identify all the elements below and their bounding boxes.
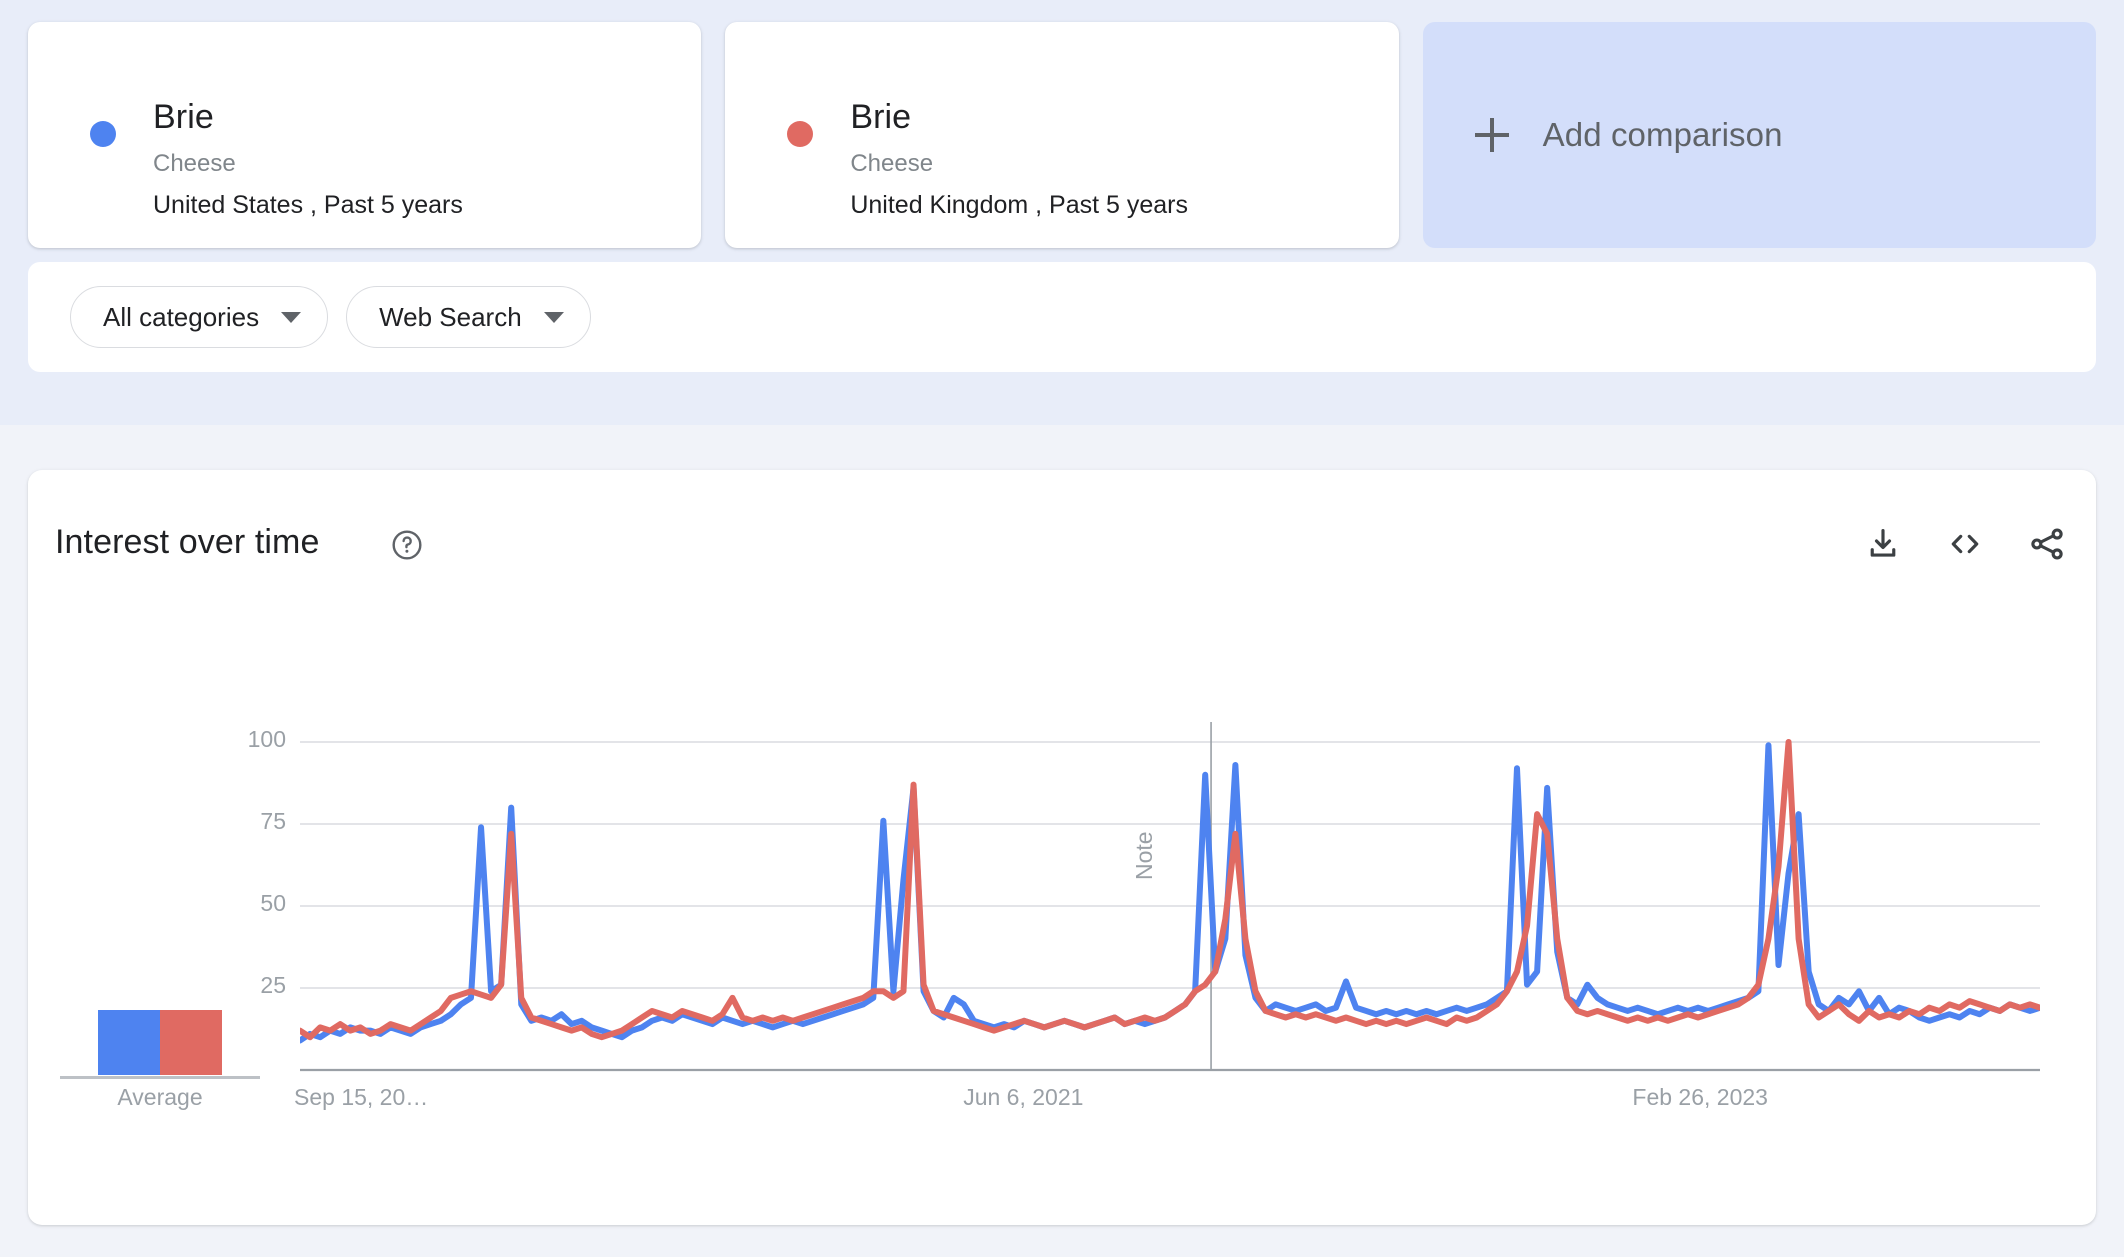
average-bars xyxy=(60,980,260,1079)
plus-icon xyxy=(1474,118,1509,152)
download-icon[interactable] xyxy=(1864,525,1902,563)
comparison-category: Cheese xyxy=(850,150,934,177)
chevron-down-icon xyxy=(281,311,302,323)
comparison-term: Brie xyxy=(153,98,214,136)
comparison-cards-row: Brie Cheese United States , Past 5 years… xyxy=(28,22,2096,248)
comparison-card-0[interactable]: Brie Cheese United States , Past 5 years xyxy=(28,22,702,248)
note-annotation-label: Note xyxy=(1131,831,1157,880)
average-block: Average xyxy=(60,980,260,1110)
x-axis-tick-2: Feb 26, 2023 xyxy=(1632,1084,1768,1110)
search-type-filter-dropdown[interactable]: Web Search xyxy=(346,286,591,348)
average-baseline xyxy=(60,1076,260,1079)
average-label: Average xyxy=(117,1084,203,1110)
x-axis-tick-1: Jun 6, 2021 xyxy=(963,1084,1084,1110)
comparison-category: Cheese xyxy=(153,150,236,177)
add-comparison-label: Add comparison xyxy=(1542,116,1783,153)
comparison-card-1[interactable]: Brie Cheese United Kingdom , Past 5 year… xyxy=(725,22,1399,248)
x-axis-tick-0: Sep 15, 20… xyxy=(294,1084,429,1110)
share-icon[interactable] xyxy=(2028,525,2066,563)
embed-code-icon[interactable] xyxy=(1946,525,1984,563)
y-axis-tick-100: 100 xyxy=(247,726,286,752)
average-bar-blue xyxy=(98,1010,160,1075)
y-axis-tick-50: 50 xyxy=(260,890,286,916)
chart-toolbar xyxy=(1864,525,2066,563)
y-axis-tick-75: 75 xyxy=(260,808,286,834)
y-axis-tick-25: 25 xyxy=(260,972,286,998)
filters-bar: All categories Web Search xyxy=(28,262,2096,372)
comparison-term: Brie xyxy=(850,98,912,136)
category-filter-dropdown[interactable]: All categories xyxy=(70,286,329,348)
chevron-down-icon xyxy=(543,311,564,323)
chart-svg xyxy=(297,722,2043,1072)
add-comparison-button[interactable]: Add comparison xyxy=(1422,22,2096,248)
series-color-dot-blue xyxy=(90,121,116,147)
series-color-dot-red xyxy=(787,121,814,147)
search-type-filter-label: Web Search xyxy=(379,301,522,332)
comparison-location-timeframe: United States , Past 5 years xyxy=(153,191,463,219)
help-circle-icon[interactable] xyxy=(390,528,424,562)
category-filter-label: All categories xyxy=(103,301,260,332)
average-bar-red xyxy=(160,1010,222,1075)
comparison-location-timeframe: United Kingdom , Past 5 years xyxy=(850,191,1188,219)
interest-over-time-chart[interactable]: 100 75 50 25 Sep 15, 20… Jun 6, 2021 Feb 26, 2… xyxy=(248,722,2043,1110)
page-title: Interest over time xyxy=(55,523,320,561)
interest-over-time-card xyxy=(28,470,2096,1225)
